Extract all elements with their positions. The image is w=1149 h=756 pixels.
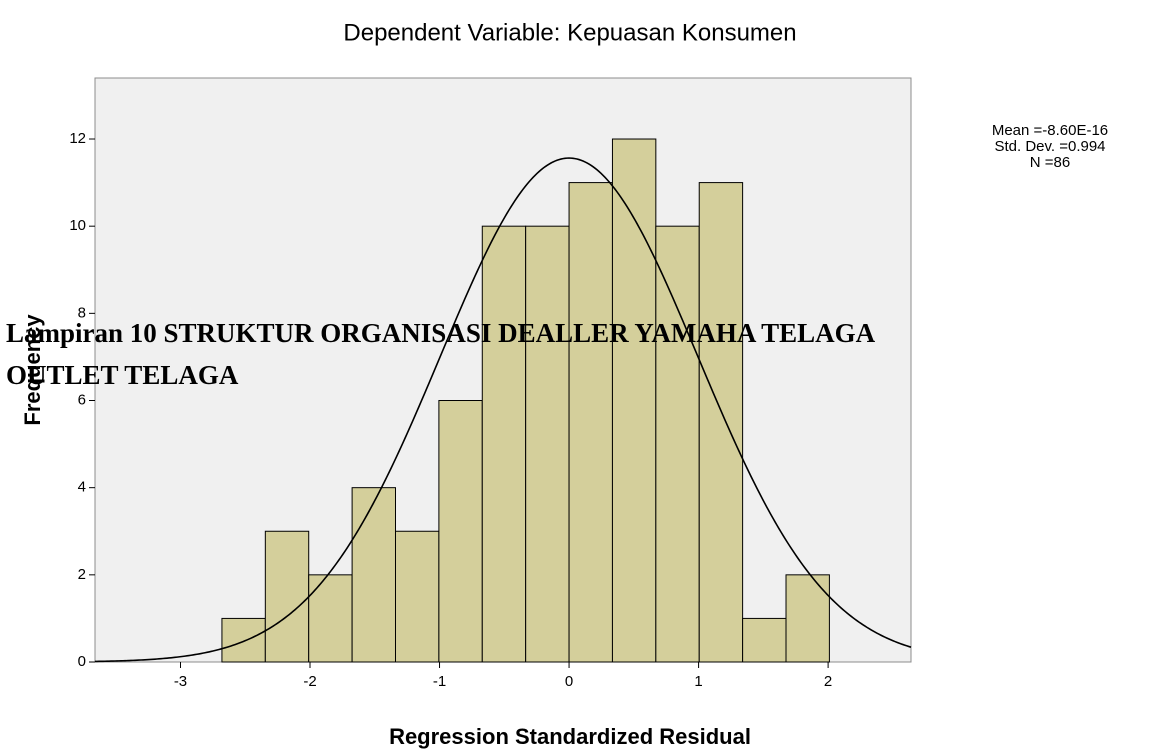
stat-mean: Mean =-8.60E-16: [992, 122, 1108, 139]
y-tick-label: 10: [69, 217, 86, 234]
heading-line: Lampiran 10 STRUKTUR ORGANISASI DEALLER …: [6, 318, 876, 348]
normal-curve: [94, 157, 912, 663]
bar: [568, 182, 613, 663]
heading-line: OUTLET TELAGA: [6, 360, 239, 390]
bar: [351, 487, 396, 663]
y-tick-label: 2: [78, 566, 86, 583]
x-tick-label: -1: [433, 673, 446, 690]
y-tick-label: 6: [78, 391, 86, 408]
y-tick-label: 0: [78, 653, 86, 670]
x-tick-label: -2: [303, 673, 316, 690]
bar: [525, 225, 570, 663]
bar: [655, 225, 700, 663]
x-tick-label: 2: [824, 673, 832, 690]
bar: [481, 225, 527, 663]
bar: [611, 138, 657, 663]
bar: [394, 530, 440, 663]
y-axis-label: Frequency: [20, 314, 45, 426]
bar: [264, 530, 310, 663]
bar: [785, 574, 830, 663]
bar: [438, 400, 483, 663]
bar: [308, 574, 353, 663]
bar: [742, 617, 787, 663]
x-axis-label: Regression Standardized Residual: [389, 724, 751, 749]
x-tick-label: 1: [694, 673, 702, 690]
stat-n: N =86: [1030, 154, 1070, 171]
y-tick-label: 12: [69, 130, 86, 147]
x-tick-label: -3: [174, 673, 187, 690]
chart-title: Dependent Variable: Kepuasan Konsumen: [343, 19, 796, 46]
x-tick-label: 0: [565, 673, 573, 690]
bar: [698, 182, 744, 663]
stat-sd: Std. Dev. =0.994: [994, 138, 1105, 155]
y-tick-label: 8: [78, 304, 86, 321]
y-tick-label: 4: [78, 479, 86, 496]
bar: [221, 617, 266, 663]
